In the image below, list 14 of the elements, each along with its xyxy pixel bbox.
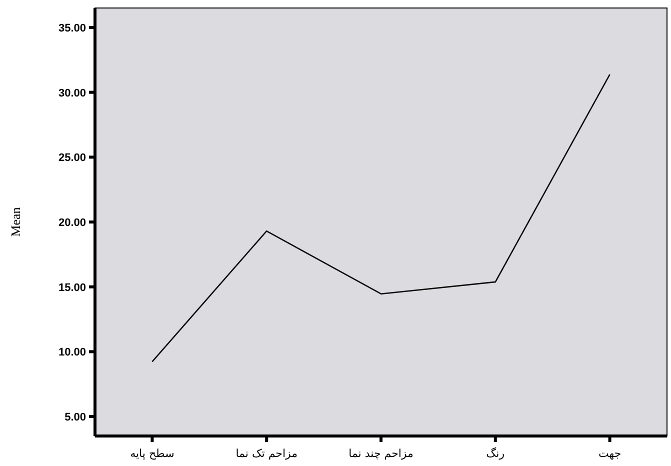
y-tick-label: 10.00 <box>58 346 86 359</box>
x-tick-label: سطح پایه <box>130 447 174 460</box>
y-tick-label: 35.00 <box>58 22 86 34</box>
y-tick-label: 5.00 <box>64 412 86 424</box>
x-tick-label: جهت <box>598 447 622 460</box>
x-tick-label: مزاحم تک نما <box>236 447 298 460</box>
y-tick-label: 25.00 <box>58 152 86 164</box>
y-tick-label: 30.00 <box>58 87 86 100</box>
x-tick-label: مزاحم چند نما <box>348 447 414 460</box>
y-tick-label: 20.00 <box>58 217 86 229</box>
x-tick-label: رنگ <box>486 447 505 460</box>
y-tick-label: 15.00 <box>58 282 86 294</box>
line-series <box>152 74 610 362</box>
y-axis-title: Mean <box>8 206 23 237</box>
